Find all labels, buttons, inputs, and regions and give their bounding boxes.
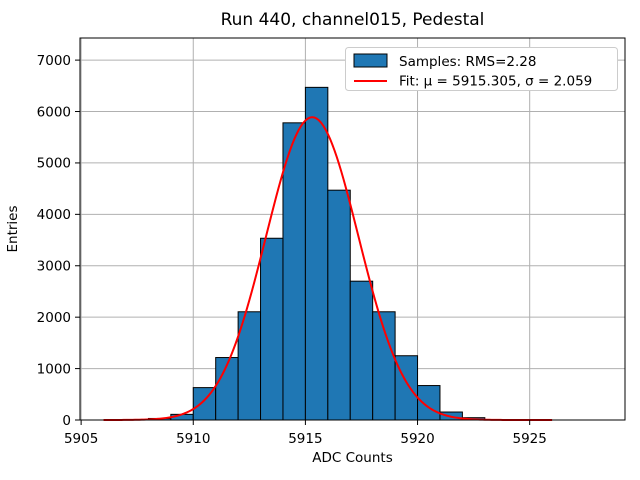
- legend-box: [345, 47, 618, 91]
- x-axis-label: ADC Counts: [312, 450, 392, 466]
- histogram-bar: [327, 189, 351, 421]
- axis-ticks: 5905 5910 5915 5920 5925 0 1000 2000 3000 4000 500…: [37, 53, 547, 447]
- histogram-bar: [260, 237, 284, 421]
- y-tick-label: 1000: [37, 361, 71, 377]
- chart-title: Run 440, channel015, Pedestal: [221, 10, 485, 30]
- histogram-bar: [304, 86, 329, 421]
- legend-samples-label: Samples: RMS=2.28: [399, 54, 536, 70]
- y-tick-label: 7000: [37, 53, 71, 69]
- y-tick-label: 5000: [37, 156, 71, 172]
- y-axis-label: Entries: [5, 205, 21, 252]
- x-tick-label: 5925: [513, 431, 547, 447]
- y-tick-label: 4000: [37, 207, 71, 223]
- y-tick-label: 0: [62, 413, 71, 429]
- histogram-bar: [417, 385, 441, 421]
- histogram-bar: [349, 280, 374, 421]
- histogram-bar: [282, 122, 306, 421]
- gaussian-fit-line: [103, 116, 553, 421]
- x-tick-label: 5915: [288, 431, 322, 447]
- legend: Samples: RMS=2.28 Fit: μ = 5915.305, σ = …: [345, 47, 618, 91]
- x-tick-label: 5910: [176, 431, 210, 447]
- y-tick-label: 2000: [37, 310, 71, 326]
- y-tick-label: 6000: [37, 104, 71, 120]
- x-tick-label: 5920: [400, 431, 434, 447]
- legend-samples-patch: [353, 53, 388, 68]
- legend-fit-label: Fit: μ = 5915.305, σ = 2.059: [399, 74, 592, 90]
- axes-border: [79, 37, 626, 421]
- y-tick-label: 3000: [37, 259, 71, 275]
- x-tick-label: 5905: [64, 431, 98, 447]
